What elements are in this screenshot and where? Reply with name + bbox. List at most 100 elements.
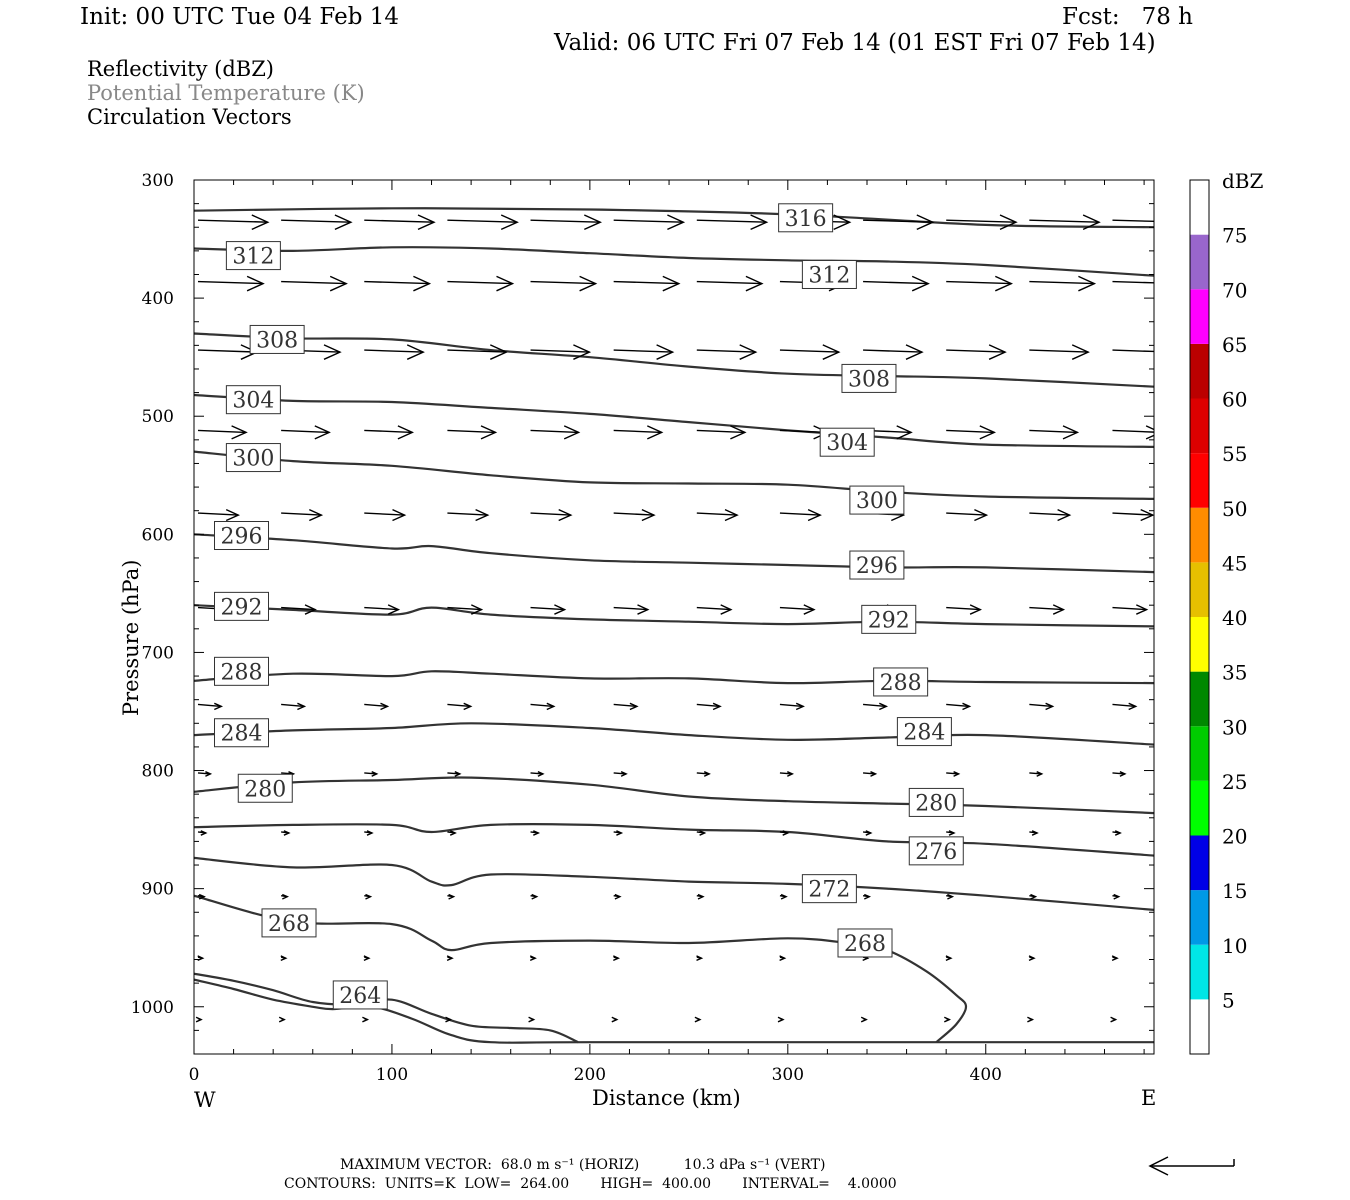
vector-arrow-head [463, 702, 473, 711]
vector-arrow [696, 512, 738, 516]
vector-arrow-head [579, 275, 598, 292]
contour-line-292 [194, 604, 1154, 628]
vector-arrow-head [697, 893, 705, 900]
contour-line-268 [194, 894, 968, 1044]
vector-arrow [1029, 349, 1089, 353]
vector-arrow-head [999, 214, 1018, 231]
vector-arrow-head [779, 955, 787, 962]
vector-arrow [779, 349, 839, 353]
contour-label-box [849, 550, 905, 580]
vector-arrow-head [475, 508, 490, 522]
contour-line-296 [194, 533, 1154, 574]
vector-arrow-head [397, 425, 415, 440]
vector-arrow [530, 280, 596, 285]
vector-arrow [613, 512, 655, 516]
vector-arrow-head [454, 771, 462, 777]
vector-arrow-head [667, 214, 686, 231]
colorbar-segment [1190, 944, 1209, 1000]
contour-label-316: 316 [785, 207, 827, 232]
vector-arrow [946, 429, 995, 434]
contour-label-312: 312 [808, 263, 850, 288]
vector-arrow [946, 349, 1006, 353]
contour-label-308: 308 [256, 328, 298, 353]
vector-arrow-head [656, 344, 675, 360]
vector-arrow-head [278, 1016, 286, 1023]
vector-arrow-head [1082, 214, 1101, 231]
vector-arrow-head [387, 604, 401, 615]
vector-arrow [613, 219, 684, 223]
vector-arrow [946, 703, 970, 708]
init-time: Init: 00 UTC Tue 04 Feb 14 [80, 4, 400, 30]
vector-arrow-head [944, 1016, 952, 1023]
vector-arrow-head [730, 425, 747, 440]
vector-arrow-head [953, 771, 961, 777]
contour-label-box [332, 980, 388, 1010]
vector-arrow-head [620, 771, 628, 777]
vector-arrow-head [979, 425, 997, 440]
vector-arrow-head [1155, 345, 1171, 359]
footer-max-vector: MAXIMUM VECTOR: 68.0 m s⁻¹ (HORIZ) 10.3 … [340, 1157, 826, 1173]
vector-arrow-head [865, 830, 873, 836]
colorbar-level-label: 10 [1222, 934, 1247, 958]
vector-arrow [863, 219, 933, 223]
vector-arrow [1029, 703, 1053, 708]
max-vector-arrow [1148, 1156, 1235, 1176]
colorbar-segment [1190, 835, 1209, 891]
vector-arrow-head [471, 604, 484, 615]
vector-arrow-head [197, 955, 205, 962]
vector-arrow-head [371, 771, 379, 777]
vector-arrow-head [613, 955, 621, 962]
contour-line-264 [194, 978, 1154, 1044]
contour-label-292: 292 [868, 608, 910, 633]
vector-arrow [197, 512, 239, 516]
x-axis-west-label: W [194, 1088, 216, 1112]
vector-arrow-head [448, 893, 456, 900]
vector-arrow-head [647, 425, 664, 440]
vector-arrow-head [969, 604, 982, 615]
colorbar-segment [1190, 507, 1209, 563]
colorbar-level-label: 15 [1222, 879, 1247, 903]
vector-arrow-head [1027, 1016, 1035, 1023]
colorbar-segment [1190, 398, 1209, 454]
vector-arrow [281, 606, 316, 611]
vector-arrow-head [720, 604, 733, 615]
colorbar-level-label: 35 [1222, 661, 1247, 685]
forecast-hour: Fcst: 78 h [1062, 4, 1193, 30]
vector-arrow-head [323, 344, 342, 360]
vector-arrow-head [563, 425, 581, 440]
colorbar-segment [1190, 671, 1209, 727]
vector-arrow-head [200, 830, 208, 836]
colorbar-level-label: 30 [1222, 715, 1247, 739]
vector-arrow [1112, 703, 1136, 708]
colorbar-segment [1190, 289, 1209, 344]
vector-arrow [281, 219, 351, 223]
field-circulation-vectors: Circulation Vectors [87, 105, 292, 129]
vector-arrow [447, 429, 496, 434]
vector-arrow-head [947, 893, 955, 900]
vector-arrow [613, 349, 673, 353]
vector-arrow-head [251, 214, 270, 231]
colorbar-segment [1190, 180, 1209, 235]
colorbar-segment [1190, 890, 1209, 945]
x-tick-label: 200 [574, 1065, 606, 1085]
vector-arrow [613, 280, 679, 285]
vector-arrow [364, 280, 430, 285]
vector-arrow-head [629, 702, 639, 711]
colorbar-segment [1190, 343, 1209, 399]
contour-label-276: 276 [915, 840, 957, 865]
contour-label-box [225, 385, 281, 415]
vector-arrow-head [974, 508, 989, 522]
vector-arrow-head [662, 275, 681, 292]
vector-arrow-head [780, 893, 788, 900]
vector-arrow-head [916, 214, 935, 231]
x-tick-label: 0 [189, 1065, 200, 1085]
vector-arrow-head [406, 344, 425, 360]
vector-arrow-head [529, 955, 537, 962]
vector-arrow-head [195, 1016, 203, 1023]
vector-arrow [364, 429, 413, 434]
vector-arrow [281, 429, 330, 434]
vector-arrow [364, 703, 388, 708]
vector-arrow-head [531, 893, 539, 900]
vector-arrow-head [329, 275, 348, 292]
contour-label-284: 284 [221, 722, 263, 747]
